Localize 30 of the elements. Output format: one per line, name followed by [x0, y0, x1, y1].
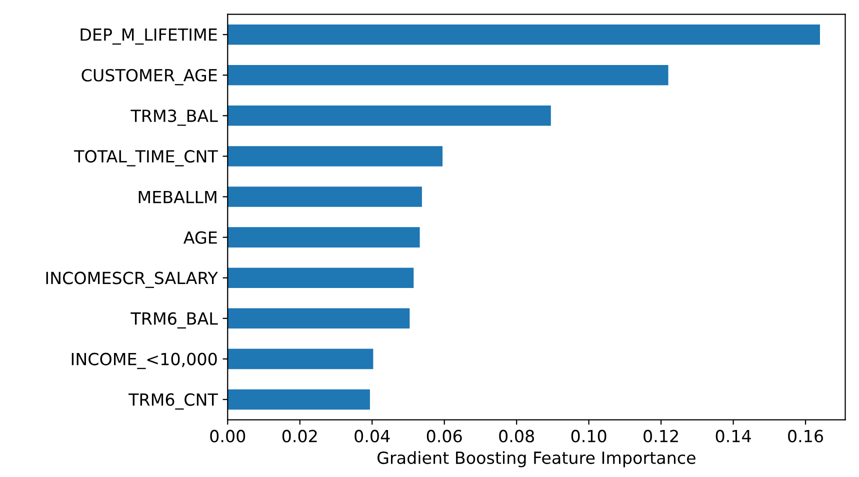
x-axis-title: Gradient Boosting Feature Importance [378, 451, 696, 468]
x-tick-label: 0.02 [282, 430, 317, 442]
x-tick-label: 0.00 [210, 430, 246, 442]
y-tick-label: MEBALLM [138, 190, 216, 204]
y-tick-label: INCOME_<10,000 [72, 352, 217, 370]
y-tick-label: TRM6_BAL [130, 312, 218, 329]
bar [228, 348, 374, 370]
bar [228, 308, 410, 329]
x-tick-label: 0.16 [788, 430, 824, 442]
bar [228, 227, 420, 248]
x-tick-label: 0.06 [426, 430, 462, 442]
y-tick-label: TRM3_BAL [130, 109, 218, 126]
x-tick-label: 0.04 [354, 430, 390, 442]
y-tick-label: TRM6_CNT [128, 393, 218, 410]
y-tick-label: AGE [183, 231, 217, 244]
x-tick-label: 0.12 [644, 430, 678, 442]
y-tick-label: CUSTOMER_AGE [82, 68, 217, 86]
bar [228, 146, 443, 166]
bar [228, 268, 414, 288]
y-tick-label: DEP_M_LIFETIME [80, 28, 217, 45]
x-tick-label: 0.14 [716, 430, 751, 442]
bar [228, 186, 422, 207]
bar [228, 106, 551, 126]
y-tick-label: TOTAL_TIME_CNT [74, 150, 218, 166]
y-tick-label: INCOMESCR_SALARY [46, 272, 218, 288]
bar [228, 24, 820, 45]
bar [228, 389, 370, 410]
x-tick-label: 0.08 [499, 430, 534, 442]
bar [228, 64, 668, 86]
x-tick-label: 0.10 [571, 430, 606, 442]
